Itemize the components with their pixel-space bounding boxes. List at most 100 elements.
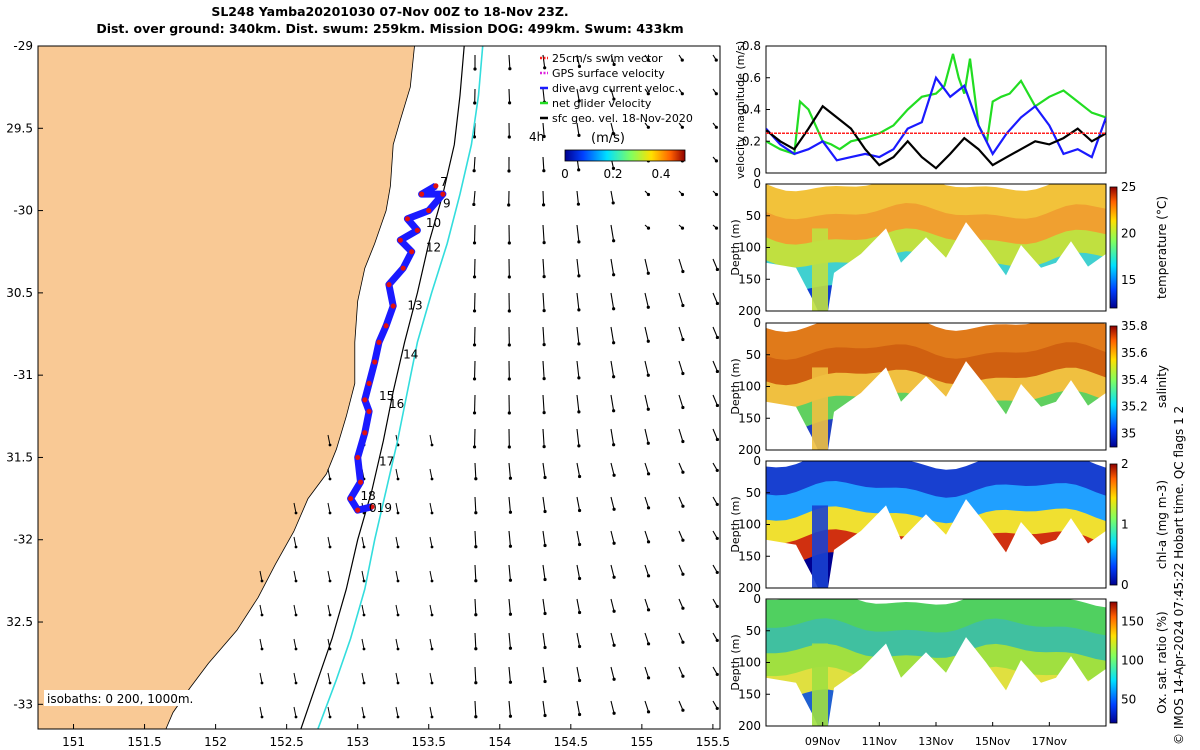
- legend-label: 25cm/s swim vector: [552, 52, 663, 65]
- vector-arrow: [542, 292, 546, 313]
- isobath-1000m: [300, 46, 465, 729]
- legend-label: sfc geo. vel. 18-Nov-2020: [552, 112, 693, 125]
- no-data-region: [766, 499, 1106, 588]
- no-data-region: [766, 361, 1106, 450]
- vector-arrow: [474, 598, 478, 617]
- colorbar-label: Ox. sat. ratio (%): [1155, 611, 1169, 713]
- deep-dive-column: [812, 228, 828, 311]
- track-point: [386, 282, 392, 288]
- vector-arrow: [712, 224, 719, 230]
- colorbar-tick-label: 35.6: [1121, 346, 1148, 360]
- vector-arrow: [259, 706, 264, 719]
- vector-arrow: [542, 326, 546, 347]
- chlorophyll-colorbar: [1109, 463, 1118, 586]
- track-point: [347, 495, 354, 502]
- vector-arrow: [576, 190, 581, 206]
- colorbar-unit: (m/s): [591, 131, 625, 146]
- vector-arrow: [474, 564, 478, 583]
- vector-arrow: [508, 54, 512, 71]
- track-point: [409, 249, 415, 255]
- colorbar-tick-label: 35.2: [1121, 400, 1148, 414]
- vector-arrow: [712, 190, 719, 197]
- isobath-note-bg: [44, 690, 214, 706]
- vector-arrow: [472, 292, 477, 313]
- colorbar-tick-label: 2: [1121, 457, 1129, 471]
- vector-arrow: [472, 394, 477, 415]
- deep-dive-column: [812, 505, 828, 588]
- day-label: 019: [369, 501, 392, 515]
- velocity-y-axis: 0 0.2 0.4 0.6 0.8: [742, 39, 770, 180]
- vector-arrow: [576, 88, 581, 103]
- vector-arrow: [610, 700, 616, 715]
- vector-arrow: [712, 496, 719, 507]
- vector-arrow: [472, 156, 476, 173]
- y-tick-label: 29.5: [6, 121, 33, 135]
- vector-arrow: [474, 462, 478, 481]
- vector-arrow: [542, 564, 547, 582]
- map-x-axis: 151 151.5 152 152.5 153 153.5 154 154.5 155 155.5: [62, 724, 730, 749]
- vector-duration-label: 4h: [529, 130, 544, 144]
- vector-arrow: [678, 598, 685, 610]
- depth-tick-label: 0: [753, 592, 761, 606]
- colorbar-tick-label: 35.8: [1121, 319, 1148, 333]
- vector-arrow: [542, 530, 547, 548]
- vector-arrow: [712, 564, 719, 575]
- vector-arrow: [293, 706, 298, 719]
- colorbar-tick-label: 100: [1121, 654, 1144, 668]
- vector-arrow: [678, 258, 685, 274]
- no-data-region: [766, 222, 1106, 311]
- x-tick-label: 151: [62, 735, 85, 749]
- y-tick-label: -32: [13, 533, 33, 547]
- vector-arrow: [678, 632, 685, 644]
- date-tick-label: 09Nov: [805, 735, 841, 748]
- velocity-y-tick-label: 0.4: [742, 103, 761, 117]
- vector-arrow: [507, 156, 511, 173]
- vector-arrow: [644, 190, 651, 197]
- vector-arrow: [327, 706, 332, 719]
- vector-arrow: [429, 706, 434, 719]
- y-tick-label: -30: [13, 204, 33, 218]
- vector-arrow: [507, 190, 511, 207]
- vector-arrow: [395, 468, 400, 481]
- vector-arrow: [293, 536, 298, 549]
- vector-arrow: [576, 54, 582, 68]
- depth-tick-label: 0: [753, 177, 761, 191]
- vector-arrow: [678, 54, 684, 62]
- salinity-panel: 0 50 100 150 200 Depth (m) 35.8 35.6 35.4 35.2 35 s…: [729, 316, 1169, 457]
- track-point: [414, 227, 420, 233]
- vector-arrow: [576, 394, 581, 414]
- vector-arrow: [712, 598, 719, 609]
- legend-entry: GPS surface velocity: [540, 67, 665, 80]
- depth-tick-label: 100: [738, 656, 761, 670]
- vector-arrow: [472, 428, 477, 449]
- vector-arrow: [542, 258, 546, 279]
- vector-arrow: [678, 292, 685, 308]
- depth-tick-label: 50: [746, 624, 761, 638]
- vector-arrow: [508, 632, 513, 650]
- colorbar-tick-label: 35.4: [1121, 373, 1148, 387]
- vector-arrow: [610, 496, 616, 511]
- y-tick-label: 31.5: [6, 450, 33, 464]
- track-point: [355, 454, 361, 461]
- depth-tick-label: 50: [746, 486, 761, 500]
- vector-arrow: [576, 462, 582, 479]
- colorbar-tick-label: 1: [1121, 518, 1129, 532]
- vector-arrow: [678, 700, 685, 712]
- vector-arrow: [507, 88, 512, 105]
- colorbar-tick-label: 15: [1121, 273, 1136, 287]
- vector-arrow: [542, 224, 546, 245]
- salinity-field: [766, 323, 1106, 450]
- vector-arrow: [644, 224, 651, 230]
- vector-arrow: [429, 638, 434, 651]
- day-label: 7: [440, 175, 448, 189]
- vector-arrow: [395, 604, 400, 617]
- vector-arrow: [361, 638, 366, 651]
- vector-arrow: [644, 700, 651, 714]
- vector-arrow: [712, 666, 719, 677]
- track-point: [419, 191, 425, 197]
- vector-arrow: [293, 502, 298, 515]
- x-tick-label: 152: [204, 735, 227, 749]
- vector-arrow: [327, 468, 332, 481]
- depth-tick-label: 200: [738, 719, 761, 733]
